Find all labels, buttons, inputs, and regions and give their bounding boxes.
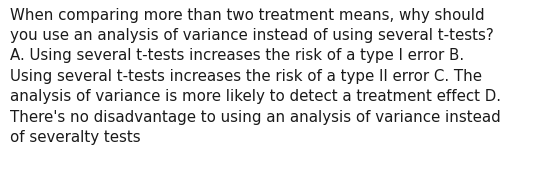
Text: When comparing more than two treatment means, why should
you use an analysis of : When comparing more than two treatment m… [10, 8, 501, 145]
